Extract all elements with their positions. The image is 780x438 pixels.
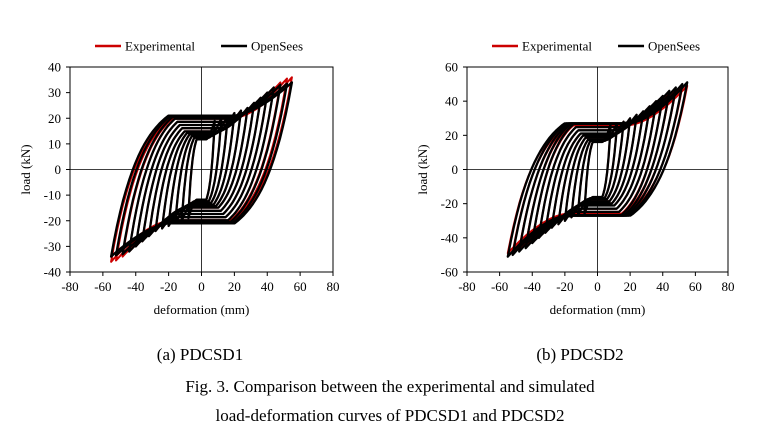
- plot-area: [506, 81, 689, 258]
- legend: Experimental OpenSees: [95, 39, 303, 54]
- hysteresis-loop: [506, 81, 689, 258]
- hysteresis-loop: [550, 110, 645, 229]
- x-tick-label: 80: [327, 279, 340, 294]
- hysteresis-loop: [570, 120, 625, 219]
- legend: Experimental OpenSees: [492, 39, 700, 54]
- y-axis-label: load (kN): [18, 144, 33, 194]
- subfigure-caption-a: (a) PDCSD1: [156, 345, 244, 364]
- x-tick-label: -20: [160, 279, 177, 294]
- y-axis-label: load (kN): [415, 144, 430, 194]
- hysteresis-loop: [563, 117, 632, 222]
- y-tick-label: -10: [44, 188, 61, 203]
- series-opensees: [506, 81, 689, 258]
- y-tick-label: -20: [441, 196, 458, 211]
- y-tick-label: 40: [48, 60, 61, 75]
- legend-label-experimental: Experimental: [522, 39, 592, 54]
- x-tick-label: 60: [294, 279, 307, 294]
- plot-area: [109, 76, 294, 263]
- hysteresis-loop: [141, 96, 262, 243]
- y-tick-label: -40: [441, 230, 458, 245]
- chart-pdcsd2: -80 -60 -40 -20 0 20 40 60 80-60-40-200204060def…: [415, 39, 735, 318]
- y-tick-label: 20: [48, 111, 61, 126]
- x-axis-label: deformation (mm): [154, 302, 250, 317]
- hysteresis-loop: [154, 106, 249, 233]
- x-tick-label: 0: [594, 279, 601, 294]
- x-tick-label: 60: [689, 279, 702, 294]
- hysteresis-loop: [109, 81, 294, 258]
- x-tick-label: -20: [556, 279, 573, 294]
- x-tick-label: 40: [656, 279, 669, 294]
- x-tick-label: -40: [127, 279, 144, 294]
- legend-label-opensees: OpenSees: [251, 39, 303, 54]
- x-tick-label: 0: [198, 279, 205, 294]
- y-tick-label: 0: [55, 162, 62, 177]
- y-tick-label: 60: [445, 60, 458, 75]
- hysteresis-loop: [147, 101, 256, 238]
- figure-caption-line-2: load-deformation curves of PDCSD1 and PD…: [215, 406, 565, 425]
- y-tick-label: -20: [44, 213, 61, 228]
- x-tick-label: -40: [524, 279, 541, 294]
- hysteresis-loop: [160, 109, 243, 230]
- x-tick-label: -80: [61, 279, 78, 294]
- hysteresis-loop: [128, 86, 275, 253]
- x-tick-label: -60: [94, 279, 111, 294]
- y-tick-label: 10: [48, 136, 61, 151]
- y-tick-label: -30: [44, 239, 61, 254]
- y-tick-label: 0: [452, 162, 459, 177]
- hysteresis-loop: [557, 113, 638, 226]
- x-tick-label: 80: [722, 279, 735, 294]
- x-tick-label: -80: [458, 279, 475, 294]
- y-tick-label: -40: [44, 265, 61, 280]
- chart-pdcsd1: -80 -60 -40 -20 0 20 40 60 80 -40 -30 -20 -10 0 10 20 30…: [18, 39, 340, 318]
- legend-label-experimental: Experimental: [125, 39, 195, 54]
- hysteresis-loop: [544, 105, 651, 234]
- x-tick-label: 40: [261, 279, 274, 294]
- y-tick-label: -60: [441, 265, 458, 280]
- x-axis-label: deformation (mm): [550, 302, 646, 317]
- x-tick-label: 20: [228, 279, 241, 294]
- hysteresis-loop: [167, 111, 236, 228]
- x-tick-label: -60: [491, 279, 508, 294]
- y-tick-label: 30: [48, 85, 61, 100]
- legend-label-opensees: OpenSees: [648, 39, 700, 54]
- figure-caption-line-1: Fig. 3. Comparison between the experimen…: [185, 377, 595, 396]
- y-tick-label: 40: [445, 94, 458, 109]
- x-tick-label: 20: [624, 279, 637, 294]
- subfigure-caption-b: (b) PDCSD2: [536, 345, 624, 364]
- series-opensees: [109, 81, 294, 258]
- y-tick-label: 20: [445, 128, 458, 143]
